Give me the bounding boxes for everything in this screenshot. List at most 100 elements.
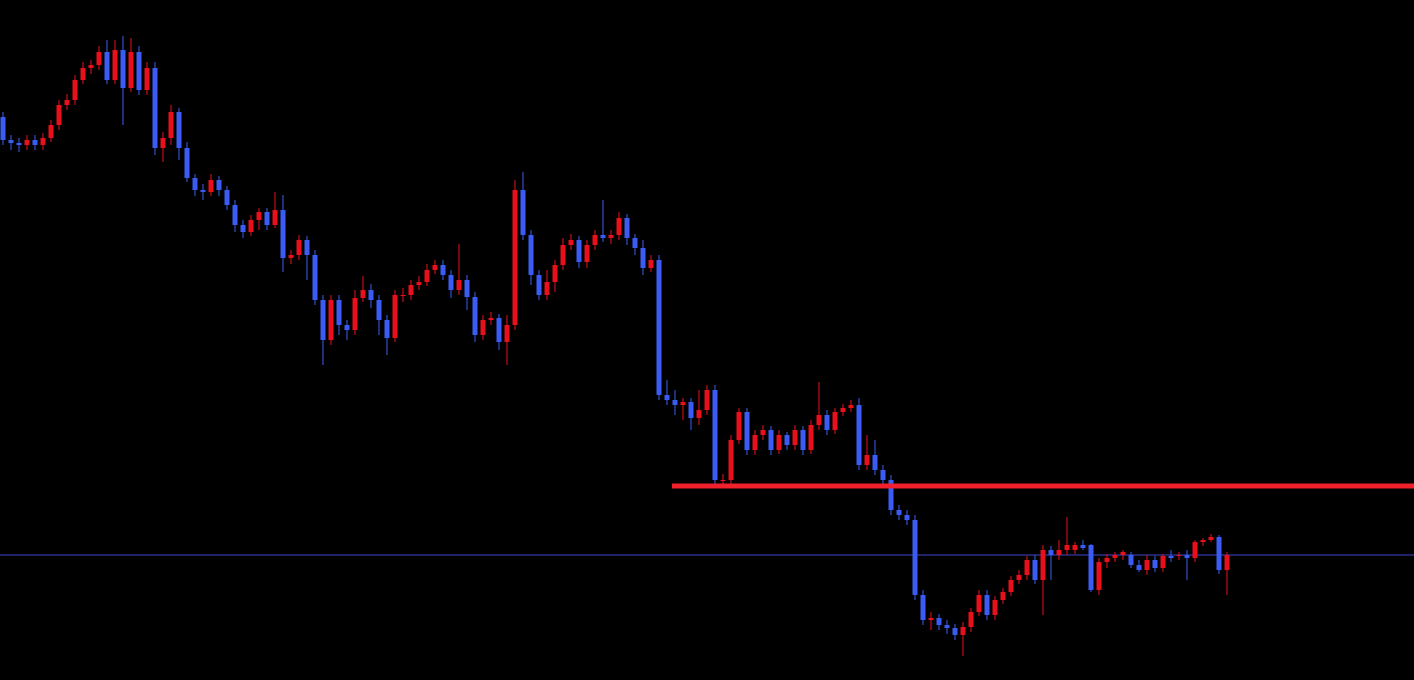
candle-body — [336, 300, 342, 325]
candle-body — [512, 190, 518, 325]
candle-body — [1184, 555, 1190, 558]
candle-body — [208, 180, 214, 192]
candle-body — [640, 248, 646, 268]
candle-body — [1008, 580, 1014, 592]
candle-body — [1192, 542, 1198, 558]
candle-body — [536, 275, 542, 295]
candle-body — [912, 520, 918, 595]
candle-body — [0, 117, 6, 140]
candle-body — [1096, 562, 1102, 590]
candle-body — [848, 405, 854, 408]
candle-body — [1048, 550, 1054, 555]
candle-body — [1216, 537, 1222, 570]
candle-body — [280, 210, 286, 258]
candle-body — [696, 410, 702, 418]
candle-body — [944, 625, 950, 628]
candle-body — [832, 412, 838, 430]
candle-body — [160, 138, 166, 148]
candle-body — [328, 300, 334, 340]
candle-body — [360, 290, 366, 298]
candle-body — [1176, 555, 1182, 556]
candle-body — [936, 618, 942, 625]
candle-body — [968, 612, 974, 627]
candle-body — [384, 320, 390, 338]
candle-body — [1032, 560, 1038, 580]
candle-body — [1040, 550, 1046, 580]
candle-body — [392, 295, 398, 338]
candle-body — [760, 430, 766, 435]
candle-body — [752, 435, 758, 450]
candle-body — [416, 282, 422, 285]
candle-body — [688, 402, 694, 418]
candle-body — [1200, 540, 1206, 542]
candle-body — [928, 618, 934, 620]
candle-body — [720, 480, 726, 481]
candle-body — [976, 595, 982, 612]
candle-body — [1168, 556, 1174, 558]
candle-body — [184, 148, 190, 178]
candle-body — [960, 627, 966, 635]
candle-body — [136, 52, 142, 90]
candle-body — [288, 255, 294, 258]
candle-body — [168, 112, 174, 138]
candle-body — [904, 515, 910, 520]
candle-body — [736, 412, 742, 440]
candle-body — [376, 300, 382, 320]
candle-body — [256, 212, 262, 220]
candle-body — [1080, 545, 1086, 548]
candle-body — [1120, 552, 1126, 555]
candle-body — [560, 245, 566, 265]
candle-body — [624, 218, 630, 238]
candle-body — [24, 140, 30, 145]
candle-body — [488, 318, 494, 320]
candle-body — [1144, 560, 1150, 570]
candle-body — [792, 430, 798, 445]
candle-body — [592, 235, 598, 245]
candle-body — [248, 220, 254, 232]
candle-body — [232, 205, 238, 225]
candle-body — [520, 190, 526, 235]
candle-body — [224, 190, 230, 205]
candle-body — [56, 105, 62, 125]
candle-body — [1152, 560, 1158, 568]
candle-body — [1208, 537, 1214, 540]
candle-body — [656, 260, 662, 395]
candle-body — [616, 218, 622, 235]
candle-body — [768, 430, 774, 450]
candle-body — [808, 425, 814, 450]
candle-body — [1064, 545, 1070, 550]
candle-body — [424, 270, 430, 282]
candle-body — [80, 68, 86, 80]
candle-body — [712, 390, 718, 480]
candle-body — [272, 210, 278, 225]
candle-body — [472, 297, 478, 335]
candle-body — [312, 255, 318, 300]
candle-body — [880, 470, 886, 480]
candle-body — [1104, 558, 1110, 562]
candle-body — [32, 140, 38, 145]
candle-body — [704, 390, 710, 410]
candle-body — [664, 395, 670, 400]
candle-body — [920, 595, 926, 620]
candle-body — [408, 285, 414, 295]
candle-body — [544, 282, 550, 295]
candle-body — [1000, 592, 1006, 600]
candle-body — [1160, 556, 1166, 568]
candle-body — [824, 415, 830, 430]
candle-body — [816, 415, 822, 425]
candle-body — [632, 238, 638, 248]
candle-body — [856, 405, 862, 465]
candle-body — [1072, 545, 1078, 550]
candle-body — [192, 178, 198, 190]
candle-body — [1088, 545, 1094, 590]
candle-body — [776, 435, 782, 450]
candle-body — [568, 240, 574, 245]
candle-body — [504, 325, 510, 342]
candle-body — [440, 265, 446, 275]
candle-body — [1016, 575, 1022, 580]
candle-body — [1224, 555, 1230, 570]
candle-body — [728, 440, 734, 480]
candle-body — [576, 240, 582, 262]
